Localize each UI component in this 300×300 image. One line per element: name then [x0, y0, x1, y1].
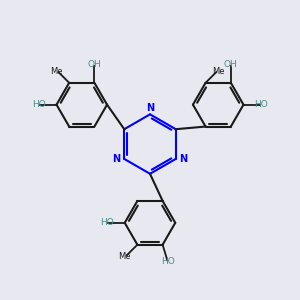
Text: HO: HO — [100, 218, 114, 227]
Text: HO: HO — [32, 100, 46, 109]
Text: OH: OH — [88, 61, 101, 70]
Text: N: N — [179, 154, 188, 164]
Text: N: N — [112, 154, 121, 164]
Text: OH: OH — [224, 61, 238, 70]
Text: Me: Me — [50, 67, 62, 76]
Text: Me: Me — [212, 67, 225, 76]
Text: HO: HO — [254, 100, 268, 109]
Text: Me: Me — [118, 252, 130, 261]
Text: N: N — [146, 103, 154, 113]
Text: HO: HO — [161, 257, 175, 266]
